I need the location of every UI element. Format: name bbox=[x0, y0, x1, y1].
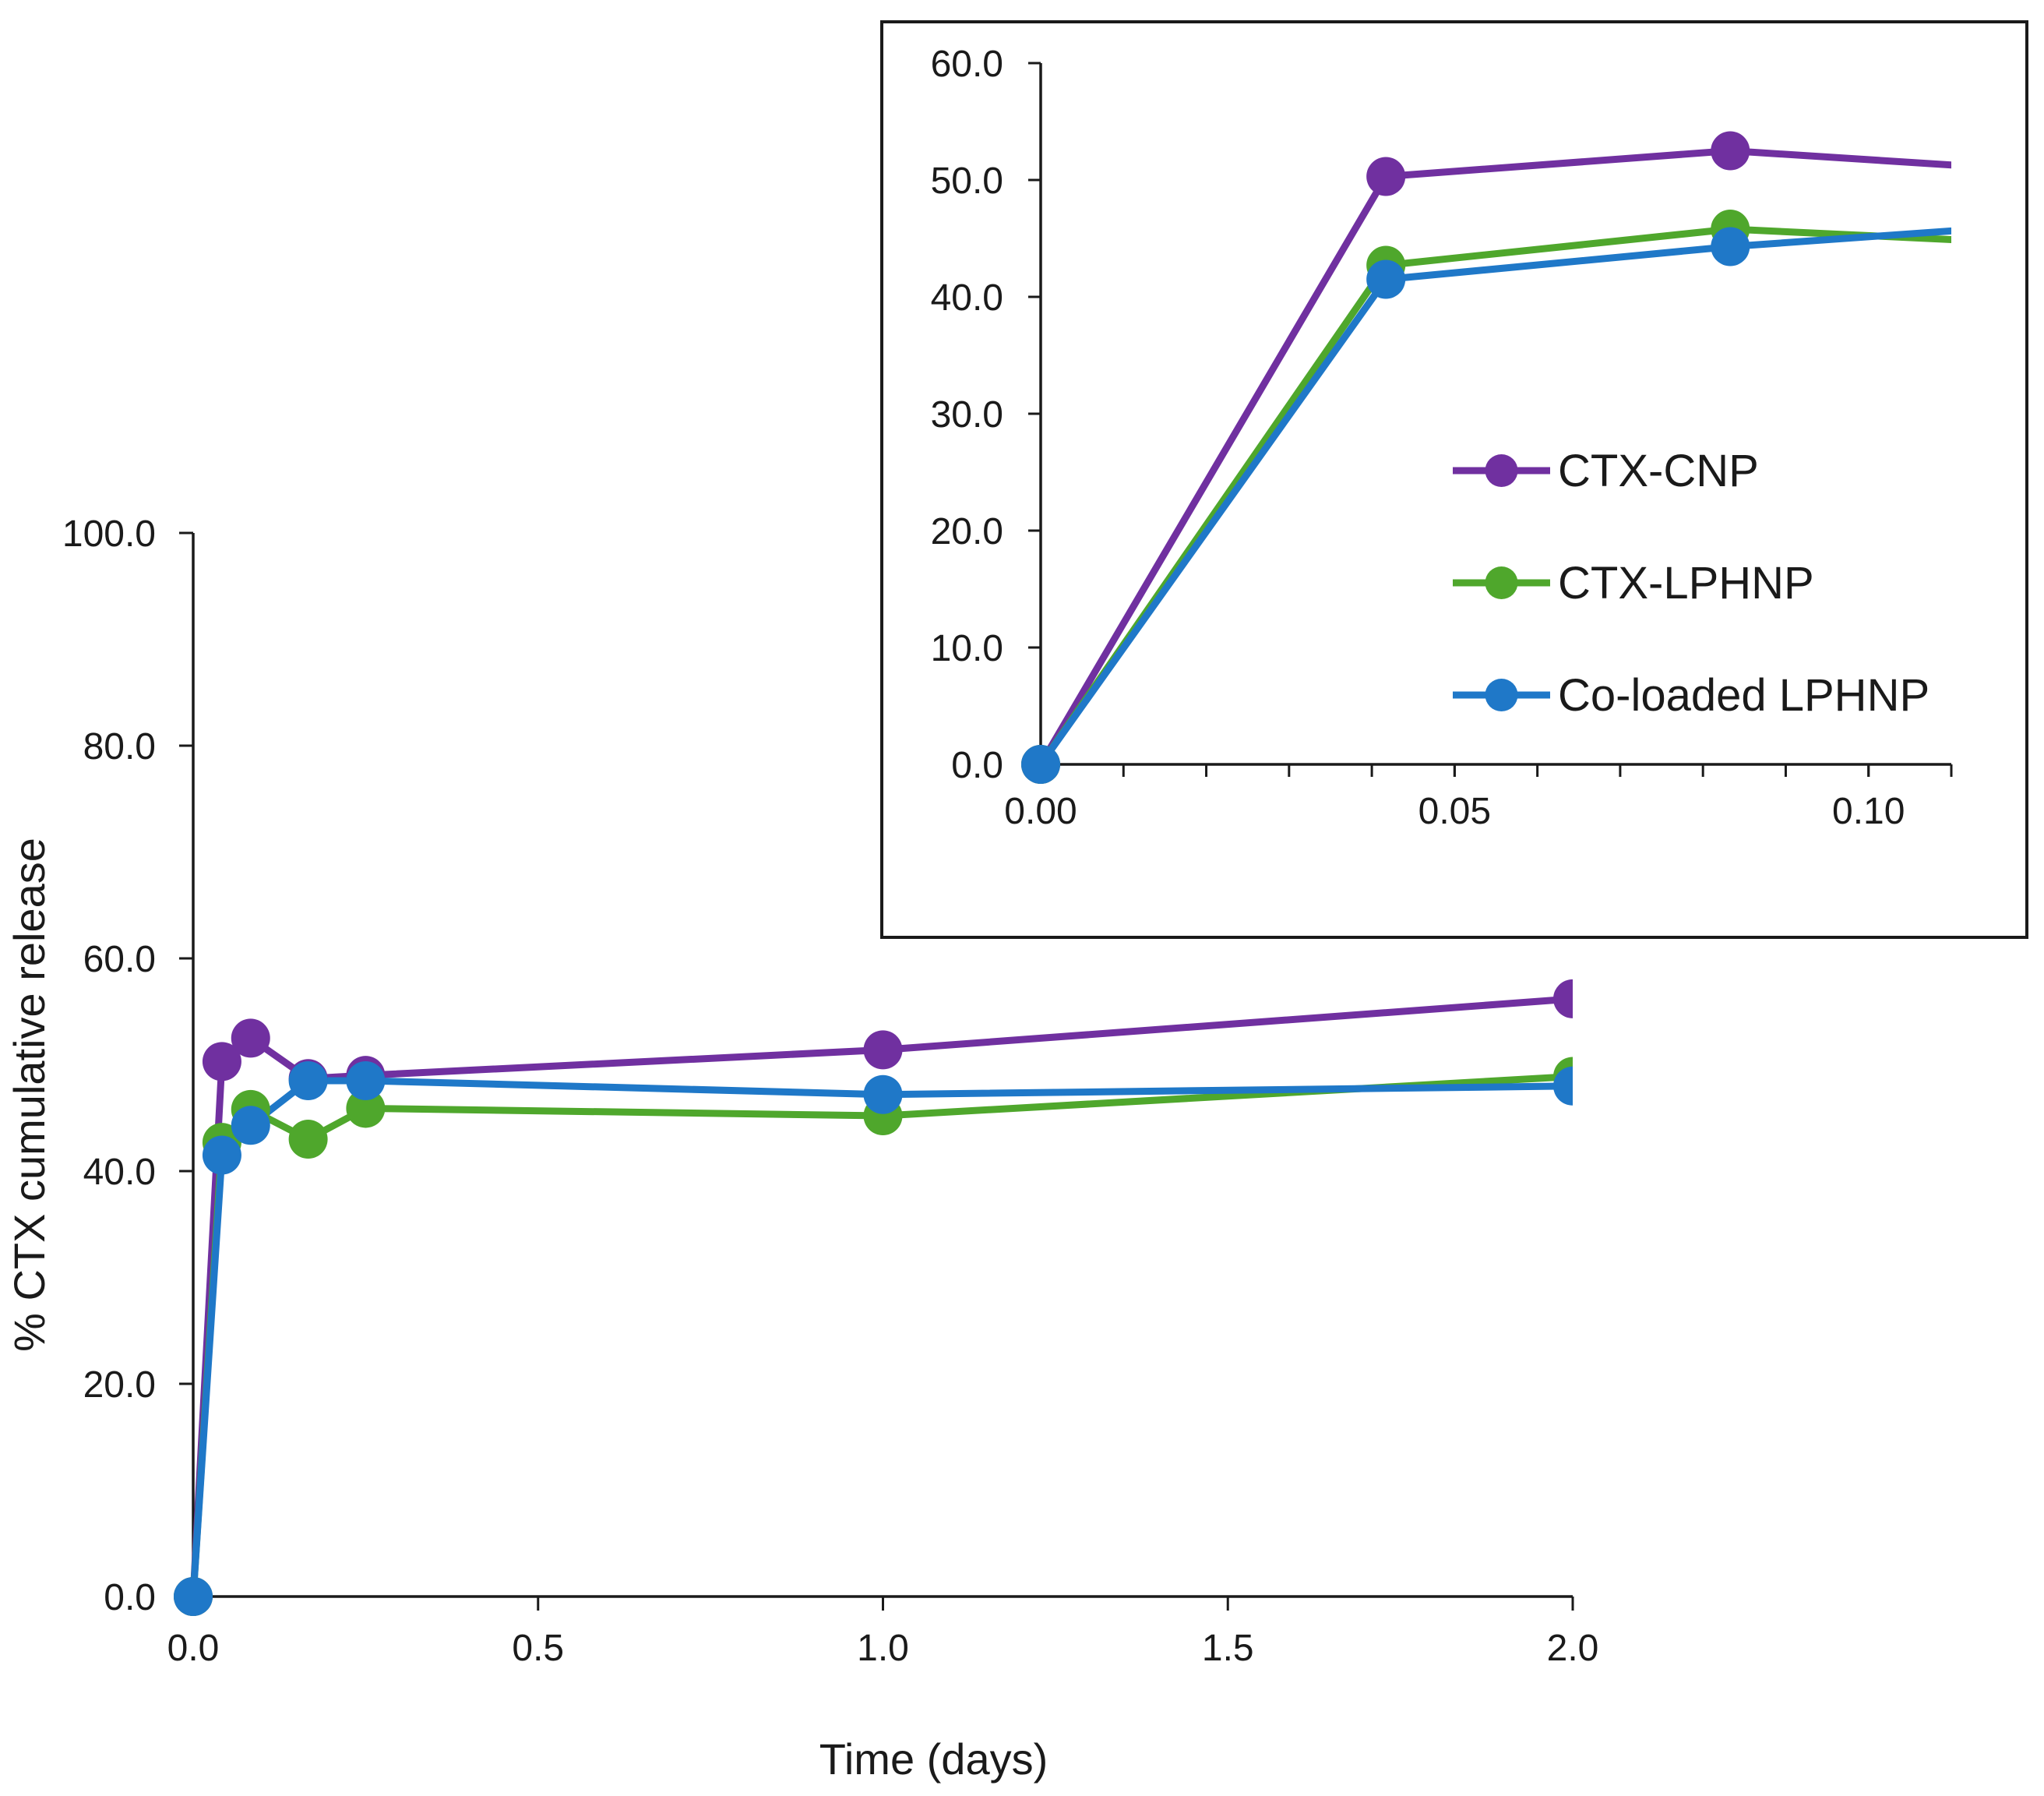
main-plot-x-tick-label: 1.0 bbox=[857, 1628, 909, 1669]
main-plot-y-tick-label: 60.0 bbox=[83, 939, 156, 980]
series-line-co-loaded-lphnp bbox=[189, 1077, 1573, 1597]
series-line-ctx-cnp bbox=[1038, 147, 1951, 767]
main-plot-y-tick-label: 80.0 bbox=[83, 726, 156, 767]
data-point-ctx-cnp bbox=[863, 1030, 903, 1070]
main-plot-x-tick-label: 0.5 bbox=[512, 1628, 564, 1669]
legend-swatch-marker bbox=[1485, 454, 1518, 487]
legend-entry: CTX-LPHNP bbox=[1558, 558, 1814, 609]
main-plot-y-tick-label: 100.0 bbox=[62, 513, 156, 555]
main-plot-x-tick-label: 1.5 bbox=[1202, 1628, 1254, 1669]
main-plot-x-tick-label: 2.0 bbox=[1547, 1628, 1599, 1669]
data-point-ctx-cnp bbox=[1711, 131, 1750, 171]
legend-entry: Co-loaded LPHNP bbox=[1558, 670, 1929, 721]
data-point-co-loaded-lphnp bbox=[346, 1060, 386, 1100]
data-point-co-loaded-lphnp bbox=[1711, 227, 1750, 266]
data-point-co-loaded-lphnp bbox=[231, 1106, 270, 1145]
data-point-co-loaded-lphnp bbox=[202, 1135, 241, 1175]
main-plot-series-group bbox=[174, 979, 1573, 1616]
main-plot-x-tick-label: 0.0 bbox=[167, 1628, 220, 1669]
data-point-co-loaded-lphnp bbox=[174, 1577, 213, 1616]
series-line-ctx-lphnp bbox=[1038, 225, 1951, 767]
inset-plot: 0.00 0.05 0.10 0.0 10.0 20.0 30.0 40.0 50.0 60.0 C… bbox=[880, 20, 2028, 939]
data-point-co-loaded-lphnp bbox=[1021, 745, 1060, 784]
legend-entry: CTX-CNP bbox=[1558, 446, 1759, 496]
series-line-co-loaded-lphnp bbox=[1038, 227, 1951, 767]
data-point-ctx-cnp bbox=[231, 1018, 270, 1058]
data-point-ctx-cnp bbox=[202, 1042, 241, 1081]
series-line-ctx-lphnp bbox=[189, 1073, 1573, 1597]
main-plot-x-axis-title: Time (days) bbox=[819, 1734, 1048, 1784]
data-point-co-loaded-lphnp bbox=[288, 1060, 328, 1100]
inset-plot-y-tick-label: 20.0 bbox=[931, 511, 1003, 552]
inset-plot-y-tick-label: 40.0 bbox=[931, 277, 1003, 319]
main-plot-y-tick-label: 20.0 bbox=[83, 1364, 156, 1406]
data-point-co-loaded-lphnp bbox=[1366, 259, 1406, 299]
legend-swatch-marker bbox=[1485, 566, 1518, 599]
main-plot-y-axis-title: % CTX cumulative release bbox=[5, 838, 54, 1352]
inset-plot-x-tick-label: 0.10 bbox=[1832, 791, 1905, 832]
data-point-ctx-cnp bbox=[1366, 157, 1406, 196]
inset-plot-x-tick-label: 0.00 bbox=[1004, 791, 1077, 832]
inset-plot-y-tick-label: 10.0 bbox=[931, 628, 1003, 669]
data-point-ctx-lphnp bbox=[288, 1120, 328, 1159]
main-plot-y-tick-label: 0.0 bbox=[104, 1577, 156, 1618]
main-plot: 0.0 0.5 1.0 1.5 2.0 0.0 20.0 40.0 60.0 80.0 100.0 T… bbox=[5, 513, 1598, 1784]
data-point-ctx-cnp bbox=[1553, 979, 1573, 1018]
legend-swatch-marker bbox=[1485, 679, 1518, 711]
inset-plot-series-group bbox=[1021, 131, 1951, 784]
inset-plot-y-tick-label: 50.0 bbox=[931, 161, 1003, 202]
inset-plot-y-tick-label: 30.0 bbox=[931, 394, 1003, 436]
inset-plot-y-tick-label: 60.0 bbox=[931, 44, 1003, 85]
inset-plot-y-tick-label: 0.0 bbox=[951, 745, 1003, 786]
main-plot-y-tick-label: 40.0 bbox=[83, 1152, 156, 1193]
data-point-ctx-lphnp bbox=[346, 1089, 386, 1128]
data-point-co-loaded-lphnp bbox=[863, 1074, 903, 1114]
inset-plot-x-tick-label: 0.05 bbox=[1418, 791, 1491, 832]
data-point-co-loaded-lphnp bbox=[1553, 1066, 1573, 1106]
